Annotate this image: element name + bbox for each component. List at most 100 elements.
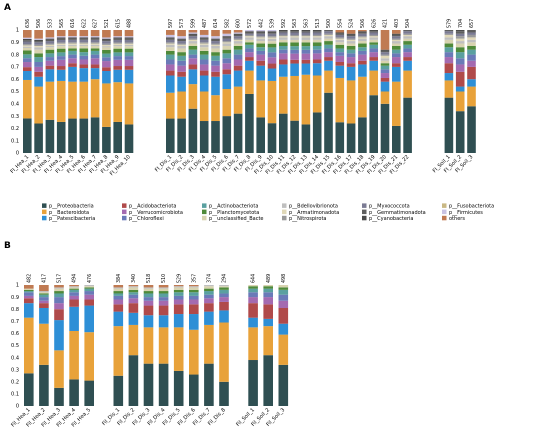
bar-segment bbox=[455, 36, 465, 39]
bar-segment bbox=[380, 58, 390, 61]
bar-segment bbox=[24, 295, 34, 299]
bar-segment bbox=[166, 42, 175, 44]
bar-segment bbox=[34, 71, 43, 77]
bar-segment bbox=[90, 64, 100, 69]
bar-segment bbox=[278, 289, 289, 295]
bar-segment bbox=[173, 292, 184, 296]
bar-segment bbox=[222, 74, 232, 90]
legend-swatch bbox=[442, 215, 447, 221]
bar-segment bbox=[56, 59, 66, 67]
bar-segment bbox=[188, 32, 198, 34]
bar-segment bbox=[34, 45, 43, 48]
bar-segment bbox=[166, 59, 175, 65]
bar-segment bbox=[301, 63, 311, 75]
bar-segment bbox=[177, 55, 186, 61]
bar-segment bbox=[290, 49, 299, 54]
bar-segment bbox=[24, 289, 34, 292]
bar-segment bbox=[166, 70, 175, 76]
bar-segment bbox=[56, 66, 66, 70]
bar-segment bbox=[54, 297, 64, 304]
bar-segment bbox=[219, 289, 229, 294]
legend-swatch bbox=[282, 215, 287, 221]
bar-segment bbox=[124, 66, 134, 70]
bar-segment bbox=[166, 47, 175, 51]
y-tick-label: 0.4 bbox=[11, 102, 19, 108]
bar-segment bbox=[124, 46, 134, 49]
bar-segment bbox=[392, 41, 401, 44]
bar-segment bbox=[233, 59, 243, 66]
bar-segment bbox=[256, 47, 265, 51]
bar-segment bbox=[54, 320, 64, 351]
bar-segment bbox=[158, 288, 169, 292]
bar-segment bbox=[189, 374, 199, 406]
bar-top-label: 374 bbox=[207, 274, 213, 283]
bar-segment bbox=[467, 106, 476, 153]
bar-segment bbox=[245, 36, 254, 38]
bar-segment bbox=[56, 52, 66, 57]
bar-segment bbox=[24, 292, 34, 296]
bar-segment bbox=[358, 36, 367, 38]
bar-segment bbox=[113, 36, 122, 38]
bar-segment bbox=[267, 57, 277, 64]
bar-segment bbox=[380, 63, 390, 66]
bar-segment bbox=[233, 86, 243, 114]
bar-segment bbox=[177, 48, 186, 53]
bar-segment bbox=[124, 124, 134, 153]
bar-segment bbox=[219, 301, 229, 311]
bar-segment bbox=[23, 58, 32, 63]
bar-segment bbox=[188, 33, 198, 35]
bar-segment bbox=[263, 292, 273, 298]
bar-top-label: 600 bbox=[236, 19, 242, 28]
bar-segment bbox=[204, 288, 214, 292]
bar-segment bbox=[233, 32, 243, 34]
bar-segment bbox=[166, 92, 175, 119]
bar-top-label: 539 bbox=[270, 19, 276, 28]
bar-segment bbox=[369, 60, 378, 71]
bar-segment bbox=[24, 285, 34, 289]
bar-segment bbox=[79, 68, 89, 82]
bar-segment bbox=[69, 288, 79, 290]
bar-segment bbox=[358, 76, 367, 118]
bar-segment bbox=[189, 289, 199, 293]
bar-segment bbox=[290, 46, 299, 50]
bar-segment bbox=[69, 286, 79, 288]
bar-segment bbox=[24, 288, 34, 290]
bar-segment bbox=[392, 33, 401, 35]
bar-segment bbox=[245, 42, 254, 45]
bar-segment bbox=[90, 50, 100, 55]
bar-segment bbox=[267, 37, 277, 39]
bar-segment bbox=[233, 36, 243, 39]
bar-segment bbox=[335, 42, 345, 45]
legend-label: p__Bdellovibrionota bbox=[289, 204, 338, 210]
bar-segment bbox=[335, 77, 345, 123]
bar-segment bbox=[113, 375, 124, 406]
bar-segment bbox=[113, 82, 122, 122]
bar-segment bbox=[256, 80, 265, 118]
bar-segment bbox=[444, 43, 454, 48]
bar-segment bbox=[467, 32, 476, 35]
bar-segment bbox=[403, 30, 412, 32]
bar-segment bbox=[56, 36, 66, 38]
bar-segment bbox=[124, 37, 134, 39]
bar-segment bbox=[267, 80, 277, 124]
bar-segment bbox=[23, 54, 32, 59]
bar-segment bbox=[113, 42, 122, 44]
bar-segment bbox=[24, 317, 34, 374]
bar-segment bbox=[222, 89, 232, 117]
bar-segment bbox=[128, 292, 139, 295]
bar-segment bbox=[256, 37, 265, 39]
y-tick-label: 1 bbox=[16, 28, 19, 34]
bar-segment bbox=[34, 41, 43, 43]
bar-segment bbox=[324, 48, 333, 53]
bar-segment bbox=[444, 73, 454, 81]
bar-segment bbox=[68, 42, 77, 44]
bar-segment bbox=[79, 37, 89, 39]
bar-top-label: 500 bbox=[326, 19, 332, 28]
bar-segment bbox=[256, 31, 265, 33]
bar-segment bbox=[39, 285, 49, 292]
bar-segment bbox=[189, 299, 199, 305]
bar-segment bbox=[290, 39, 299, 43]
bar-segment bbox=[45, 65, 55, 70]
bar-segment bbox=[403, 41, 412, 45]
legend-label: p__Planctomycetota bbox=[209, 210, 259, 216]
